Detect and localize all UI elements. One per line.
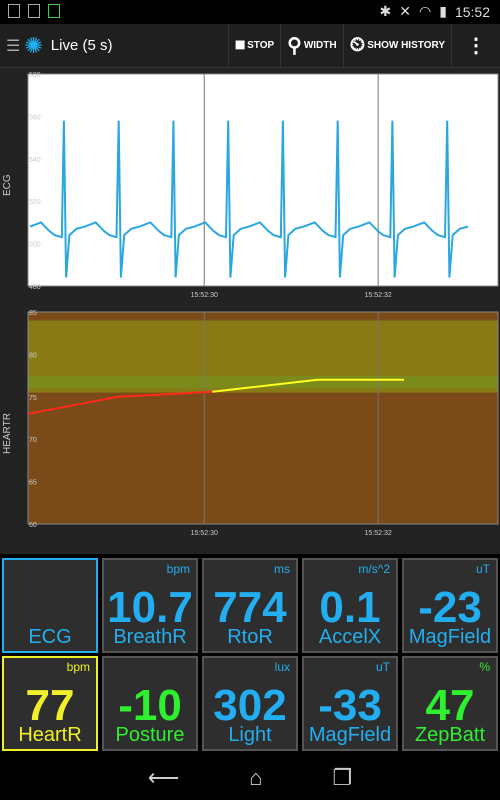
history-icon: ⏲: [349, 34, 366, 56]
sensor-tile-zepbatt[interactable]: % 47 ZepBatt: [402, 656, 498, 751]
home-icon[interactable]: ⌂: [249, 765, 263, 790]
heart-rate-y-tick-label: 85: [29, 310, 37, 317]
ecg-y-axis-label: ECG: [2, 174, 13, 196]
heart-rate-x-tick-label: 15:52:32: [365, 530, 392, 537]
battery-icon: ▮: [439, 3, 447, 19]
back-icon[interactable]: ⟵: [147, 765, 180, 790]
ecg-y-tick-label: 520: [29, 199, 41, 206]
mute-icon: ✕: [399, 3, 412, 19]
heart-rate-y-tick-label: 70: [29, 437, 37, 444]
tile-unit: %: [479, 660, 490, 674]
heart-rate-y-tick-label: 65: [29, 480, 37, 487]
stop-label: STOP: [247, 40, 275, 51]
heart-rate-y-tick-label: 60: [29, 522, 37, 529]
ecg-y-tick-label: 580: [29, 72, 41, 79]
sensor-tile-rtor[interactable]: ms 774 RtoR: [202, 558, 298, 653]
bluetooth-icon: ✱: [379, 3, 392, 19]
ecg-y-tick-label: 540: [29, 157, 41, 164]
sensor-tile-breathr[interactable]: bpm 10.7 BreathR: [102, 558, 198, 653]
sensor-tile-light[interactable]: lux 302 Light: [202, 656, 298, 751]
tile-label: Light: [228, 724, 272, 746]
tile-label: HeartR: [18, 724, 82, 746]
notification-icon: [8, 4, 20, 18]
recent-apps-icon[interactable]: ❐: [332, 765, 353, 790]
width-button[interactable]: ⚲ WIDTH: [280, 23, 342, 68]
sensor-tiles-grid: ECG bpm 10.7 BreathR ms 774 RtoR m/s^2 0.1 AccelX…: [0, 556, 500, 754]
heart-rate-chart: 85 80 75 70 65 60 15:52:30 15:52:32 HEARTR: [0, 306, 500, 554]
app-logo-icon[interactable]: ✺: [24, 32, 43, 58]
tile-value: 10.7: [107, 583, 193, 632]
heart-rate-plot-frame: [27, 311, 499, 525]
heart-rate-series-line: [27, 390, 213, 415]
ecg-plot-background: [28, 74, 498, 286]
sensor-tile-magfield[interactable]: uT -33 MagField: [302, 656, 398, 751]
stop-button[interactable]: ⏹ STOP: [228, 23, 280, 68]
tile-label: Posture: [115, 724, 185, 746]
heart-rate-y-tick-label: 75: [29, 395, 37, 402]
overflow-menu-button[interactable]: ⋮: [451, 23, 500, 68]
tile-value: 0.1: [319, 583, 381, 632]
heart-rate-plot: 85 80 75 70 65 60 15:52:30 15:52:32: [27, 310, 499, 537]
tile-value: -10: [118, 681, 182, 730]
heart-rate-y-tick-label: 80: [29, 352, 37, 359]
ecg-x-tick-label: 15:52:30: [191, 292, 218, 299]
tile-label: BreathR: [113, 626, 187, 648]
tile-label: MagField: [308, 724, 392, 746]
ecg-chart: 580 560 540 520 500 480 15:52:30 15:52:32 ECG: [0, 68, 500, 304]
heart-rate-series-line: [212, 378, 404, 393]
show-history-label: SHOW HISTORY: [367, 40, 445, 51]
tile-value: 774: [213, 583, 287, 632]
ecg-x-tick-label: 15:52:32: [365, 292, 392, 299]
sensor-tile-ecg[interactable]: ECG: [2, 558, 98, 653]
ecg-y-tick-label: 500: [29, 242, 41, 249]
system-icons: ✱ ✕ ◠ ▮ 15:52: [380, 3, 490, 20]
menu-icon[interactable]: ☰: [6, 37, 21, 55]
notification-icons: [8, 4, 60, 18]
tile-label: ZepBatt: [414, 724, 486, 746]
tile-label: MagField: [408, 626, 492, 648]
magnifier-icon: ⚲: [287, 35, 302, 57]
bluetooth-notification-icon: [48, 4, 60, 18]
tile-label: ECG: [28, 626, 72, 648]
tile-unit: m/s^2: [358, 562, 390, 576]
ecg-plot-frame: [27, 73, 499, 287]
tile-unit: uT: [375, 660, 390, 674]
image-icon: [28, 4, 40, 18]
tile-value: -23: [418, 583, 482, 632]
stop-icon: ⏹: [235, 34, 246, 56]
tile-value: 47: [425, 681, 475, 730]
tile-unit: bpm: [166, 562, 190, 576]
sensor-tile-heartr[interactable]: bpm 77 HeartR: [2, 656, 98, 751]
tile-value: 302: [213, 681, 287, 730]
sensor-tile-magfield[interactable]: uT -23 MagField: [402, 558, 498, 653]
tile-value: 77: [25, 681, 75, 730]
tile-unit: lux: [274, 660, 290, 674]
sensor-tile-accelx[interactable]: m/s^2 0.1 AccelX: [302, 558, 398, 653]
heart-rate-zone-band: [28, 375, 498, 389]
tile-label: AccelX: [318, 626, 382, 648]
tile-label: RtoR: [227, 626, 273, 648]
charts-area: 580 560 540 520 500 480 15:52:30 15:52:32 ECG 8…: [0, 68, 500, 554]
heart-rate-y-axis-label: HEARTR: [2, 413, 13, 454]
show-history-button[interactable]: ⏲ SHOW HISTORY: [342, 23, 451, 68]
ecg-y-tick-label: 480: [29, 284, 41, 291]
tile-value: -33: [318, 681, 382, 730]
screen-title: Live (5 s): [50, 37, 113, 54]
tile-unit: bpm: [66, 660, 90, 674]
width-label: WIDTH: [303, 40, 337, 51]
status-bar: ✱ ✕ ◠ ▮ 15:52: [0, 0, 500, 24]
navigation-bar: ⟵ ⌂ ❐: [0, 756, 500, 800]
ecg-series-line: [29, 120, 469, 278]
tile-unit: ms: [274, 562, 290, 576]
ecg-plot: 580 560 540 520 500 480 15:52:30 15:52:32: [27, 72, 499, 299]
ecg-y-tick-label: 560: [29, 114, 41, 121]
clock: 15:52: [454, 3, 490, 20]
heart-rate-x-tick-label: 15:52:30: [191, 530, 218, 537]
wifi-icon: ◠: [419, 3, 432, 19]
sensor-tile-posture[interactable]: -10 Posture: [102, 656, 198, 751]
tile-unit: uT: [475, 562, 490, 576]
action-bar: ☰ ✺ Live (5 s) ⏹ STOP ⚲ WIDTH ⏲ SHOW HIS…: [0, 23, 500, 68]
